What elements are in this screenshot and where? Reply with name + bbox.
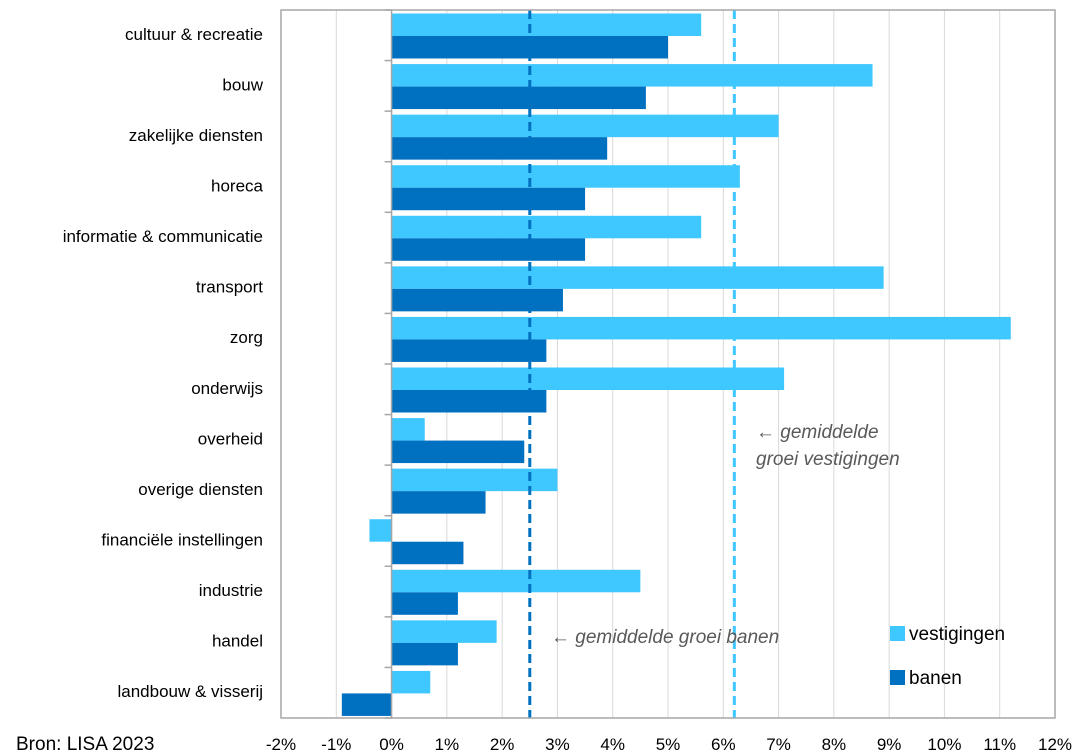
legend: vestigingen banen <box>890 624 1005 689</box>
plot-border <box>280 9 1056 719</box>
category-label: onderwijs <box>191 379 263 398</box>
bar-banen <box>391 187 586 211</box>
bar-vestigingen <box>391 367 785 390</box>
category-label: horeca <box>211 176 264 195</box>
x-tick-label: 3% <box>545 735 570 754</box>
category-label: transport <box>196 278 263 297</box>
x-tick-label: -2% <box>266 735 296 754</box>
category-label: overheid <box>198 429 263 448</box>
category-label: bouw <box>222 75 263 94</box>
bar-banen <box>391 137 608 160</box>
legend-label-vestigingen: vestigingen <box>909 624 1005 645</box>
category-label: financiële instellingen <box>101 530 263 549</box>
bar-vestigingen <box>391 266 884 289</box>
category-label: cultuur & recreatie <box>125 25 263 44</box>
bar-banen <box>391 440 525 464</box>
bar-vestigingen <box>391 64 873 87</box>
x-tick-label: 9% <box>877 735 902 754</box>
category-label: zakelijke diensten <box>129 126 263 145</box>
category-label: handel <box>212 632 263 651</box>
bar-vestigingen <box>391 468 558 492</box>
bar-banen <box>391 390 547 413</box>
annotation-vestigingen: ← gemiddelde <box>756 422 879 443</box>
x-tick-label: 1% <box>435 735 460 754</box>
x-tick-label: 10% <box>927 735 961 754</box>
x-tick-labels: -2% -1% 0% 1% 2% 3% 4% 5% 6% 7% 8% 9% 10% 11% 12% <box>266 735 1072 754</box>
x-tick-label: 7% <box>766 735 791 754</box>
legend-swatch-vestigingen <box>890 626 905 641</box>
source-note: Bron: LISA 2023 <box>16 734 154 755</box>
category-label: informatie & communicatie <box>63 227 263 246</box>
category-label: zorg <box>230 328 263 347</box>
bar-vestigingen <box>369 519 392 542</box>
bar-vestigingen <box>391 670 431 694</box>
x-tick-label: 11% <box>983 735 1016 754</box>
x-tick-label: 8% <box>822 735 847 754</box>
bars <box>341 13 1011 716</box>
bar-banen <box>391 592 458 615</box>
category-label: landbouw & visserij <box>117 682 263 701</box>
category-label: industrie <box>199 581 263 600</box>
bar-vestigingen <box>391 165 740 188</box>
bar-banen <box>341 693 392 716</box>
bar-vestigingen <box>391 316 1011 340</box>
bar-banen <box>391 642 458 666</box>
annotation-vestigingen: groei vestigingen <box>756 449 900 470</box>
annotation-banen: ← gemiddelde groei banen <box>551 627 779 648</box>
bar-banen <box>391 541 464 565</box>
x-tick-label: 2% <box>490 735 515 754</box>
bar-vestigingen <box>391 13 702 36</box>
zero-axis <box>384 9 393 719</box>
bar-vestigingen <box>391 215 702 239</box>
bar-banen <box>391 288 563 312</box>
x-tick-label: 4% <box>600 735 625 754</box>
bar-banen <box>391 36 668 59</box>
category-label: overige diensten <box>138 480 263 499</box>
bar-banen <box>391 339 547 362</box>
x-tick-label: 6% <box>711 735 736 754</box>
x-tick-label: -1% <box>321 735 351 754</box>
bar-vestigingen <box>391 418 425 441</box>
x-tick-label: 12% <box>1038 735 1072 754</box>
x-tick-label: 0% <box>379 735 404 754</box>
reference-lines <box>528 10 736 718</box>
bar-vestigingen <box>391 620 497 643</box>
x-tick-label: 5% <box>656 735 681 754</box>
legend-label-banen: banen <box>909 668 962 689</box>
category-labels: cultuur & recreatie bouw zakelijke dienste… <box>63 25 264 701</box>
bar-banen <box>391 491 486 514</box>
bar-banen <box>391 238 586 261</box>
bar-banen <box>391 86 646 110</box>
bar-vestigingen <box>391 114 779 138</box>
bar-vestigingen <box>391 569 641 593</box>
legend-swatch-banen <box>890 670 905 685</box>
annotations: ← gemiddelde groei vestigingen ← gemiddeld… <box>551 422 900 648</box>
